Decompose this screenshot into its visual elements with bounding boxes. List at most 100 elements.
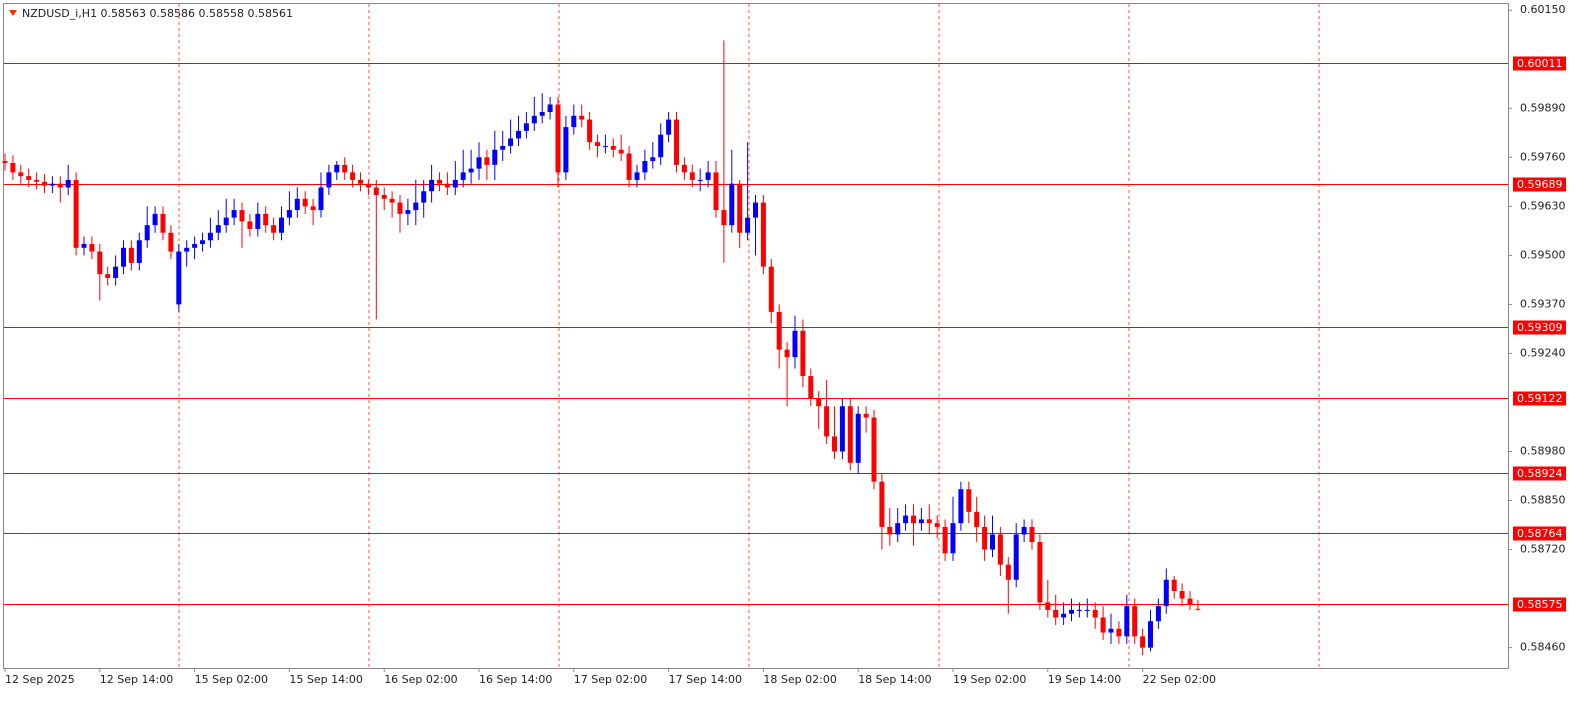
candle-body	[128, 247, 134, 263]
candle-body	[444, 183, 450, 188]
candle-body	[1076, 609, 1082, 611]
x-tick-label: 17 Sep 14:00	[669, 673, 742, 686]
candle-body	[1005, 564, 1011, 580]
candle-body	[26, 176, 32, 180]
candle-body	[160, 213, 166, 233]
candle-body	[776, 311, 782, 350]
candle-body	[863, 413, 869, 418]
level-label-box	[1513, 597, 1566, 612]
candle-body	[200, 240, 205, 245]
candle-body	[381, 195, 387, 199]
x-tick-label: 12 Sep 14:00	[100, 673, 173, 686]
candle-body	[144, 225, 150, 241]
candle-body	[1140, 636, 1146, 648]
candle-body	[1124, 606, 1130, 637]
candle-body	[34, 179, 40, 182]
candle-body	[839, 406, 845, 452]
candle-body	[326, 172, 332, 188]
candle-body	[571, 115, 577, 128]
candle-body	[523, 123, 529, 131]
x-tick-label: 17 Sep 02:00	[574, 673, 647, 686]
candle-body	[468, 168, 474, 173]
candle-body	[966, 489, 972, 512]
candle-body	[168, 232, 174, 252]
candle-body	[1053, 609, 1059, 618]
level-label: 0.58924	[1517, 467, 1563, 480]
candle-body	[745, 217, 751, 233]
candle-body	[1045, 602, 1051, 610]
candle-body	[429, 179, 435, 192]
candle-body	[760, 202, 766, 267]
candle-body	[73, 179, 79, 248]
x-tick-label: 15 Sep 02:00	[195, 673, 268, 686]
candle-body	[792, 330, 798, 358]
candle-body	[555, 104, 561, 173]
level-label: 0.60011	[1517, 57, 1563, 70]
candle-body	[89, 244, 95, 252]
candle-body	[1116, 628, 1122, 637]
candle-body	[1179, 591, 1185, 599]
candle-body	[302, 198, 308, 207]
level-label-box	[1513, 391, 1566, 406]
candle-body	[97, 251, 103, 275]
candle-body	[1171, 579, 1177, 592]
level-label-box	[1513, 177, 1566, 192]
candle-body	[373, 187, 379, 196]
x-tick-label: 18 Sep 14:00	[858, 673, 931, 686]
candle-body	[334, 164, 340, 173]
candle-body	[595, 142, 600, 146]
candle-body	[65, 179, 71, 188]
candle-body	[816, 398, 822, 407]
candle-body	[318, 187, 324, 211]
candle-body	[903, 515, 909, 524]
chart-title: NZDUSD_i,H1 0.58563 0.58586 0.58558 0.58…	[22, 7, 293, 20]
candle-body	[1029, 526, 1035, 543]
y-tick-label: 0.59890	[1520, 101, 1566, 114]
candle-body	[768, 266, 774, 312]
candle-body	[674, 119, 679, 165]
candle-body	[476, 157, 482, 169]
candle-body	[508, 138, 514, 146]
candle-body	[1195, 608, 1201, 610]
candle-body	[1132, 606, 1138, 637]
candle-body	[136, 240, 142, 263]
candle-body	[1037, 542, 1043, 603]
candle-body	[847, 406, 853, 463]
candle-body	[666, 119, 672, 135]
candle-body	[49, 183, 55, 186]
candle-body	[271, 225, 277, 233]
candle-body	[1021, 526, 1027, 535]
candle-body	[365, 183, 371, 188]
level-label-box	[1513, 466, 1566, 481]
candle-body	[895, 523, 901, 535]
level-label: 0.59309	[1517, 321, 1563, 334]
candle-body	[729, 183, 735, 226]
y-tick-label: 0.58850	[1520, 494, 1566, 507]
candle-body	[681, 164, 687, 173]
y-tick-label: 0.59500	[1520, 248, 1566, 261]
candle-body	[176, 251, 182, 305]
candle-body	[697, 179, 703, 181]
candle-body	[1163, 579, 1169, 607]
candle-body	[1148, 621, 1153, 648]
x-tick-label: 15 Sep 14:00	[289, 673, 362, 686]
y-tick-label: 0.59240	[1520, 346, 1566, 359]
y-tick-label: 0.59630	[1520, 199, 1566, 212]
candle-body	[705, 172, 711, 180]
y-tick-label: 0.58460	[1520, 641, 1566, 654]
level-label: 0.58764	[1517, 527, 1563, 540]
y-tick-label: 0.59760	[1520, 150, 1566, 163]
candle-body	[452, 179, 458, 188]
candle-body	[492, 149, 498, 165]
candle-body	[721, 210, 727, 226]
candle-body	[879, 481, 885, 527]
candle-body	[934, 523, 940, 527]
candle-body	[713, 172, 719, 211]
x-tick-label: 12 Sep 2025	[5, 673, 75, 686]
candle-body	[942, 526, 948, 554]
candle-body	[286, 210, 292, 218]
y-tick-label: 0.58980	[1520, 444, 1566, 457]
candle-body	[531, 115, 537, 124]
candle-body	[192, 244, 198, 248]
